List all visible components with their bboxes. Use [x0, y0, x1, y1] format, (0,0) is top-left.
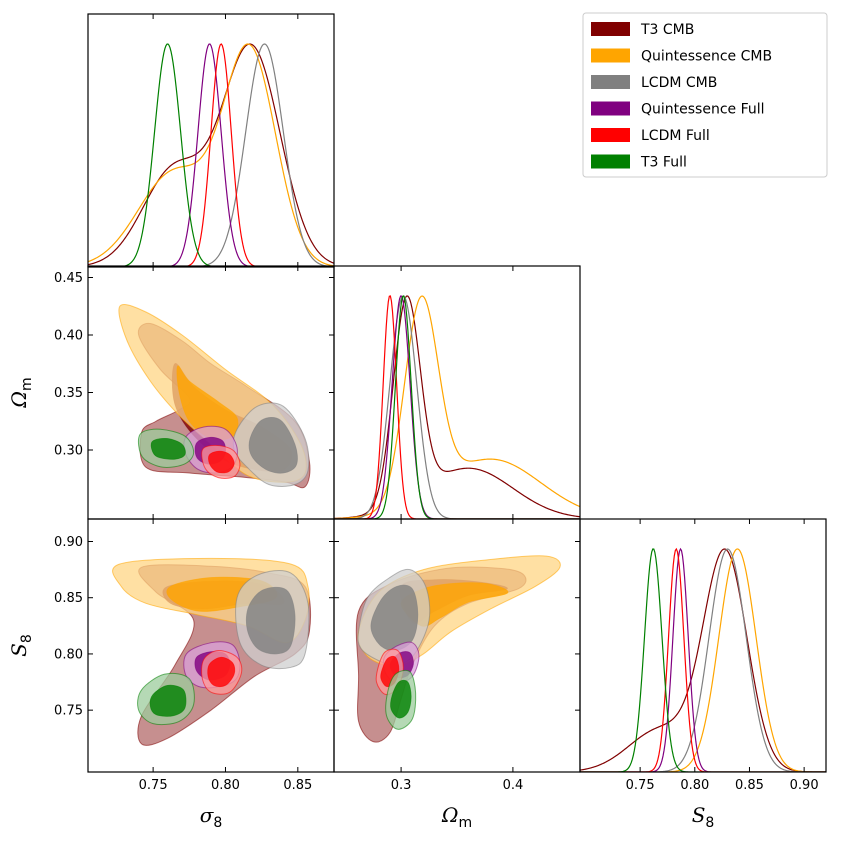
marginal-sigma8: [88, 43, 334, 267]
legend-label: Quintessence Full: [641, 102, 765, 118]
pdf-line-sigma8-lcdm-full: [88, 43, 334, 267]
pdf-line-s8-t3-cmb: [580, 548, 826, 772]
legend-label: LCDM CMB: [641, 75, 717, 91]
pdf-line-sigma8-lcdm-cmb: [88, 43, 334, 267]
y-tick-label: 0.75: [54, 704, 83, 719]
y-tick-label: 0.35: [54, 386, 83, 401]
pdf-line-sigma8-quintessence-cmb: [88, 43, 334, 267]
pdf-line-omegam-lcdm-cmb: [334, 295, 580, 519]
marginal-omegam: [334, 295, 580, 519]
contours-omegam_s8: [355, 555, 561, 743]
pdf-line-sigma8-quintessence-full: [88, 43, 334, 267]
contour-inner-t3-full: [390, 679, 412, 719]
contour-inner-lcdm-cmb: [370, 584, 419, 652]
pdf-line-s8-lcdm-cmb: [580, 548, 826, 772]
x-tick-label: 0.4: [503, 778, 524, 793]
x-tick-label: 0.3: [391, 778, 412, 793]
legend-label: T3 CMB: [640, 22, 694, 38]
contour-inner-lcdm-full: [207, 656, 236, 688]
pdf-line-s8-lcdm-full: [580, 547, 826, 772]
legend-swatch: [591, 22, 630, 36]
legend-box: [582, 12, 828, 178]
y-tick-label: 0.80: [54, 647, 83, 662]
x-tick-label: 0.75: [139, 778, 168, 793]
legend-label: T3 Full: [640, 155, 687, 171]
legend-label: Quintessence CMB: [641, 49, 772, 65]
contours-sigma8_omegam: [118, 303, 311, 489]
y-tick-label: 0.30: [54, 444, 83, 459]
contour-inner-lcdm-cmb: [245, 586, 296, 655]
contour-inner-lcdm-full: [208, 450, 235, 474]
y-tick-label: 0.85: [54, 591, 83, 606]
pdf-line-omegam-quintessence-cmb: [334, 295, 580, 519]
x-tick-label: 0.90: [790, 778, 819, 793]
pdf-line-omegam-t3-cmb: [334, 295, 580, 519]
y-axis-label-omegam: Ωm: [7, 377, 35, 408]
contours-sigma8_s8: [112, 557, 312, 746]
legend-swatch: [591, 48, 630, 63]
pdf-line-s8-t3-full: [580, 548, 826, 772]
panel-frame-2-2: [579, 518, 827, 773]
contour-inner-t3-full: [150, 437, 186, 460]
pdf-line-omegam-quintessence-full: [334, 295, 580, 519]
contour-inner-quintessence-cmb: [176, 365, 239, 441]
x-tick-label: 0.75: [626, 778, 655, 793]
legend-swatch: [591, 101, 630, 116]
y-tick-label: 0.40: [54, 329, 83, 344]
legend-label: LCDM Full: [641, 128, 710, 144]
marginal-s8: [580, 547, 826, 772]
panel-frame-0-0: [87, 13, 335, 268]
y-tick-label: 0.90: [54, 535, 83, 550]
pdf-line-sigma8-t3-full: [88, 43, 334, 267]
x-tick-label: 0.80: [680, 778, 709, 793]
x-tick-label: 0.80: [211, 778, 240, 793]
pdf-line-s8-quintessence-full: [580, 547, 826, 772]
pdf-line-omegam-lcdm-full: [334, 295, 580, 519]
y-tick-label: 0.45: [54, 271, 83, 286]
x-axis-label-sigma8: σ8: [200, 803, 223, 831]
legend-swatch: [591, 75, 630, 89]
x-axis-label-s8: S8: [692, 803, 715, 831]
x-tick-label: 0.85: [283, 778, 312, 793]
y-axis-label-s8: S8: [7, 634, 35, 657]
pdf-line-s8-quintessence-cmb: [580, 548, 826, 772]
contour-inner-t3-full: [149, 684, 187, 717]
contour-inner-lcdm-cmb: [248, 417, 298, 474]
x-axis-label-omegam: Ωm: [441, 803, 472, 831]
panel-frame-1-1: [333, 265, 581, 520]
pdf-line-sigma8-t3-cmb: [88, 43, 334, 266]
legend-swatch: [591, 154, 630, 169]
pdf-line-omegam-t3-full: [334, 295, 580, 519]
legend: T3 CMB Quintessence CMB LCDM CMB Quintessen…: [582, 12, 828, 178]
legend-swatch: [591, 128, 630, 142]
x-tick-label: 0.85: [735, 778, 764, 793]
